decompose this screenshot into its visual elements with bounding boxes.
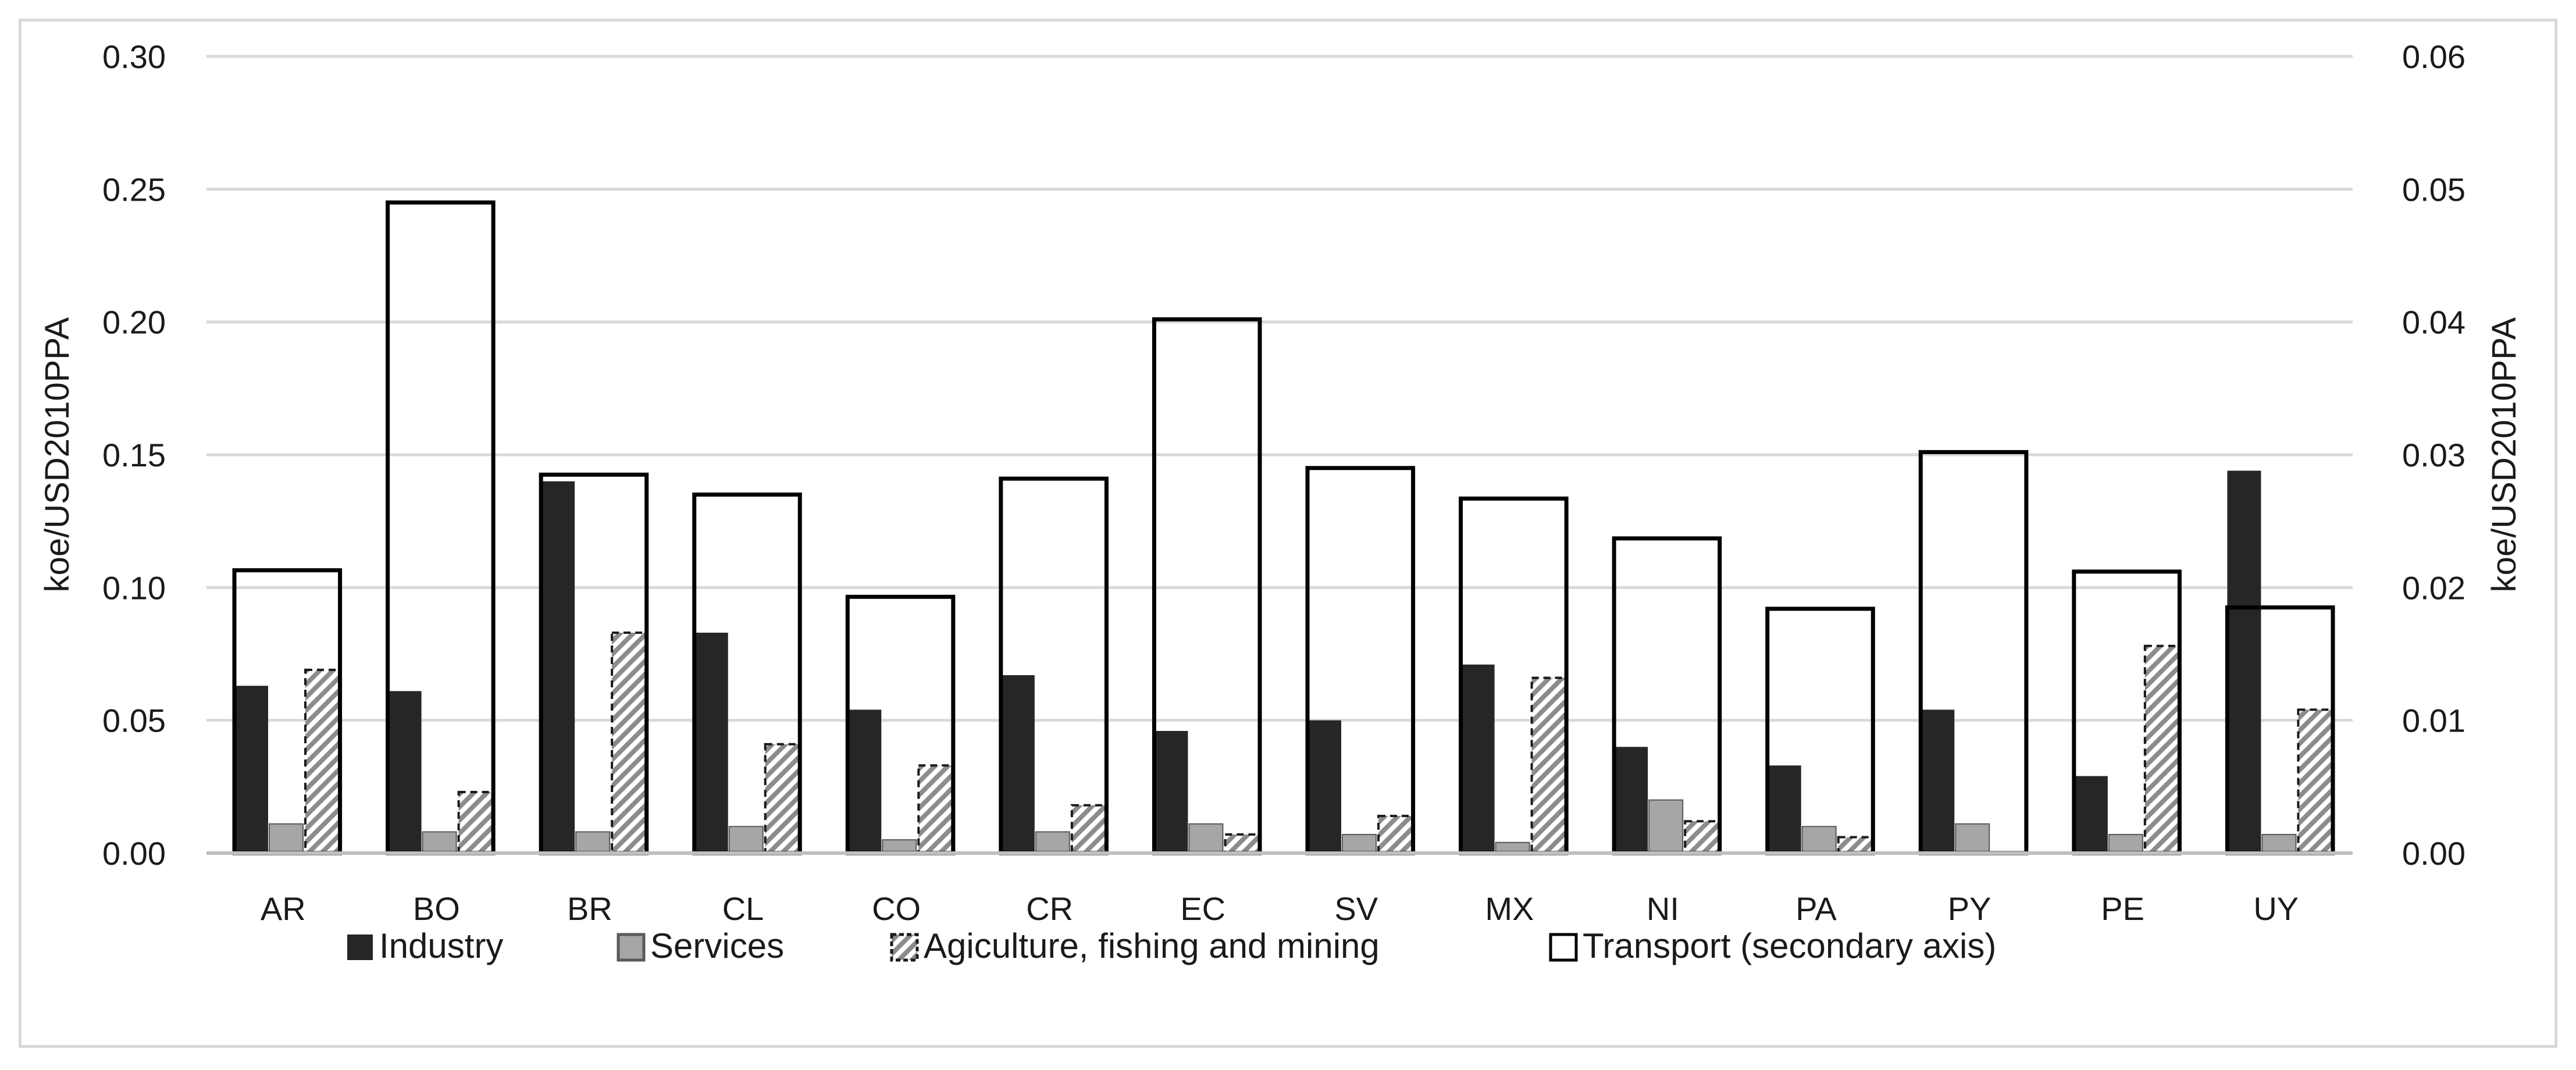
- bar-services-SV: [1342, 834, 1377, 854]
- bar-industry-UY: [2227, 470, 2261, 853]
- bar-agriculture-EC: [1224, 833, 1260, 854]
- gridlines: [206, 55, 2353, 855]
- y-tick-label: 0.00: [102, 835, 166, 872]
- legend-swatch-2: [890, 933, 919, 962]
- legend-swatch-0: [347, 935, 373, 960]
- axes: 0.00 0.05 0.10 0.15 0.20 0.25 0.30 0.00 0.01 0.02…: [38, 38, 2523, 927]
- x-tick-label: CL: [722, 890, 764, 927]
- legend-label-0: Industry: [379, 926, 503, 965]
- bar-services-PE: [2108, 834, 2143, 854]
- y2-tick-label: 0.01: [2402, 702, 2465, 739]
- bar-industry-CR: [1000, 675, 1035, 853]
- x-tick-label: PA: [1795, 890, 1837, 927]
- y2-tick-label: 0.05: [2402, 171, 2465, 208]
- x-tick-label: AR: [261, 890, 306, 927]
- bar-agriculture-BO: [457, 790, 494, 855]
- bar-agriculture-UY: [2297, 708, 2333, 855]
- y2-tick-label: 0.04: [2402, 304, 2465, 341]
- x-tick-label: EC: [1180, 890, 1225, 927]
- y-tick-label: 0.15: [102, 437, 166, 473]
- x-tick-label: MX: [1485, 890, 1534, 927]
- legend: Industry Services Agiculture, fishing and …: [347, 926, 1996, 965]
- y-tick-label: 0.05: [102, 702, 166, 739]
- x-tick-label: UY: [2253, 890, 2299, 927]
- bar-agriculture-SV: [1377, 815, 1413, 854]
- legend-swatch-3: [1549, 933, 1578, 962]
- bar-industry-PE: [2073, 776, 2108, 853]
- bar-services-BR: [575, 831, 611, 854]
- bar-services-EC: [1188, 823, 1224, 854]
- bar-industry-NI: [1614, 747, 1648, 853]
- x-tick-label: CR: [1026, 890, 1073, 927]
- legend-swatch-1: [617, 933, 646, 962]
- bar-services-CR: [1035, 831, 1070, 854]
- bar-industry-CL: [694, 632, 728, 853]
- y2-tick-label: 0.06: [2402, 38, 2465, 75]
- bar-industry-PA: [1767, 765, 1801, 853]
- y-tick-label: 0.10: [102, 569, 166, 606]
- y-tick-label: 0.30: [102, 38, 166, 75]
- bar-services-NI: [1648, 799, 1684, 854]
- bar-agriculture-PE: [2143, 644, 2180, 855]
- y-tick-label: 0.25: [102, 171, 166, 208]
- y2-axis-title: koe/USD2010PPA: [2485, 317, 2523, 592]
- y-axis-title: koe/USD2010PPA: [38, 317, 76, 592]
- x-tick-label: PE: [2101, 890, 2144, 927]
- x-tick-label: NI: [1647, 890, 1679, 927]
- x-tick-label: BO: [413, 890, 460, 927]
- bar-industry-BR: [541, 481, 575, 853]
- legend-label-2: Agiculture, fishing and mining: [924, 926, 1380, 965]
- bar-agriculture-AR: [304, 668, 340, 855]
- y2-tick-label: 0.03: [2402, 437, 2465, 473]
- y-tick-label: 0.20: [102, 304, 166, 341]
- bar-services-BO: [422, 831, 457, 854]
- bar-services-AR: [269, 823, 304, 854]
- bar-industry-BO: [387, 691, 422, 853]
- bar-industry-AR: [234, 686, 268, 853]
- bar-agriculture-CO: [917, 764, 954, 855]
- x-tick-label: CO: [872, 890, 921, 927]
- bar-agriculture-CL: [764, 743, 800, 855]
- bar-services-PA: [1801, 826, 1837, 854]
- x-tick-label: PY: [1948, 890, 1991, 927]
- bar-agriculture-CR: [1070, 804, 1107, 855]
- bar-services-UY: [2261, 834, 2297, 854]
- bars: [232, 200, 2335, 855]
- bar-industry-SV: [1307, 720, 1341, 853]
- bar-industry-CO: [847, 709, 882, 853]
- legend-label-3: Transport (secondary axis): [1583, 926, 1996, 965]
- legend-label-1: Services: [650, 926, 784, 965]
- bar-services-CL: [728, 826, 764, 854]
- bar-agriculture-NI: [1684, 820, 1720, 854]
- bar-agriculture-MX: [1530, 676, 1567, 854]
- bar-agriculture-BR: [611, 631, 647, 854]
- y2-tick-label: 0.02: [2402, 569, 2465, 606]
- bar-industry-EC: [1154, 730, 1188, 853]
- bar-agriculture-PA: [1837, 836, 1873, 854]
- x-tick-label: BR: [567, 890, 612, 927]
- y2-tick-label: 0.00: [2402, 835, 2465, 872]
- bar-industry-MX: [1460, 664, 1495, 853]
- x-tick-label: SV: [1334, 890, 1378, 927]
- chart-frame: [19, 19, 2557, 1048]
- bar-industry-PY: [1921, 709, 1955, 853]
- bar-services-PY: [1955, 823, 1990, 854]
